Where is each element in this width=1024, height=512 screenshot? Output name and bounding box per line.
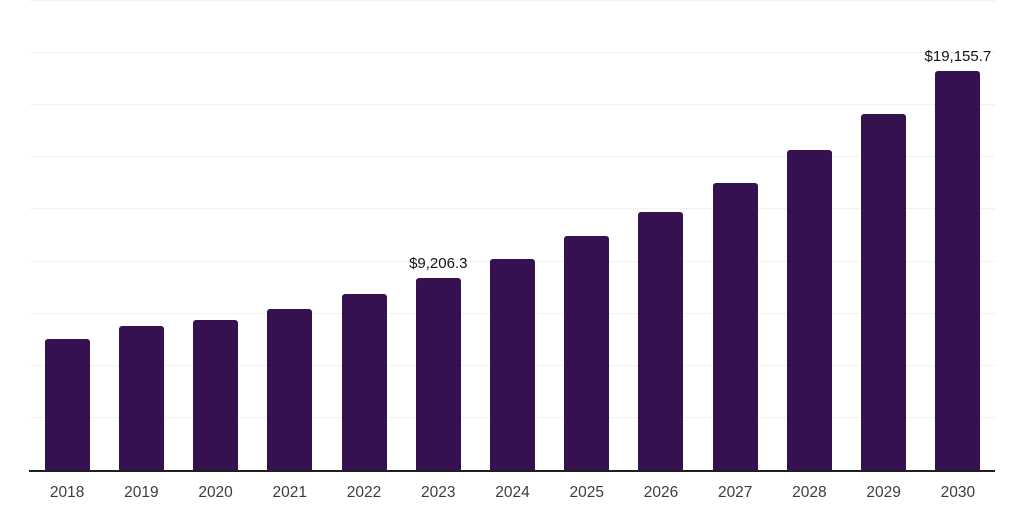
- bar-2027: [712, 182, 758, 470]
- bar-2019: [118, 326, 164, 470]
- bar-2029: [861, 113, 907, 470]
- x-axis-line: [29, 470, 995, 472]
- bar-2023: [415, 278, 461, 470]
- bar-2025: [564, 235, 610, 470]
- gridline-12500: [30, 208, 995, 210]
- x-tick-label-2025: 2025: [569, 484, 604, 501]
- x-tick-label-2019: 2019: [124, 484, 159, 501]
- bar-2026: [638, 211, 684, 470]
- x-tick-label-2030: 2030: [940, 484, 976, 501]
- plot-area: $9,206.3 $19,155.7: [30, 0, 995, 470]
- bar-2024: [490, 258, 535, 470]
- x-tick-label-2026: 2026: [643, 484, 679, 501]
- x-tick-label-2021: 2021: [272, 484, 308, 501]
- bar-2030: [935, 70, 981, 470]
- bar-2018: [44, 338, 90, 470]
- x-tick-label-2022: 2022: [346, 484, 382, 501]
- data-label-2030: $19,155.7: [924, 47, 992, 65]
- gridline-15000: [30, 156, 995, 158]
- x-tick-label-2028: 2028: [792, 484, 827, 501]
- x-tick-label-2029: 2029: [866, 484, 901, 501]
- x-tick-label-2023: 2023: [421, 484, 456, 501]
- x-tick-label-2018: 2018: [49, 484, 85, 501]
- x-tick-label-2020: 2020: [198, 484, 233, 501]
- bar-2020: [193, 320, 239, 470]
- gridline-17500: [30, 104, 995, 106]
- bar-2021: [267, 309, 313, 470]
- data-label-2023: $9,206.3: [409, 255, 468, 273]
- bar-2028: [786, 150, 832, 470]
- gridline-20000: [30, 52, 995, 54]
- bar-2022: [341, 293, 387, 470]
- x-tick-label-2027: 2027: [717, 484, 753, 501]
- x-tick-label-2024: 2024: [495, 484, 530, 501]
- gridline-22500: [30, 0, 995, 1]
